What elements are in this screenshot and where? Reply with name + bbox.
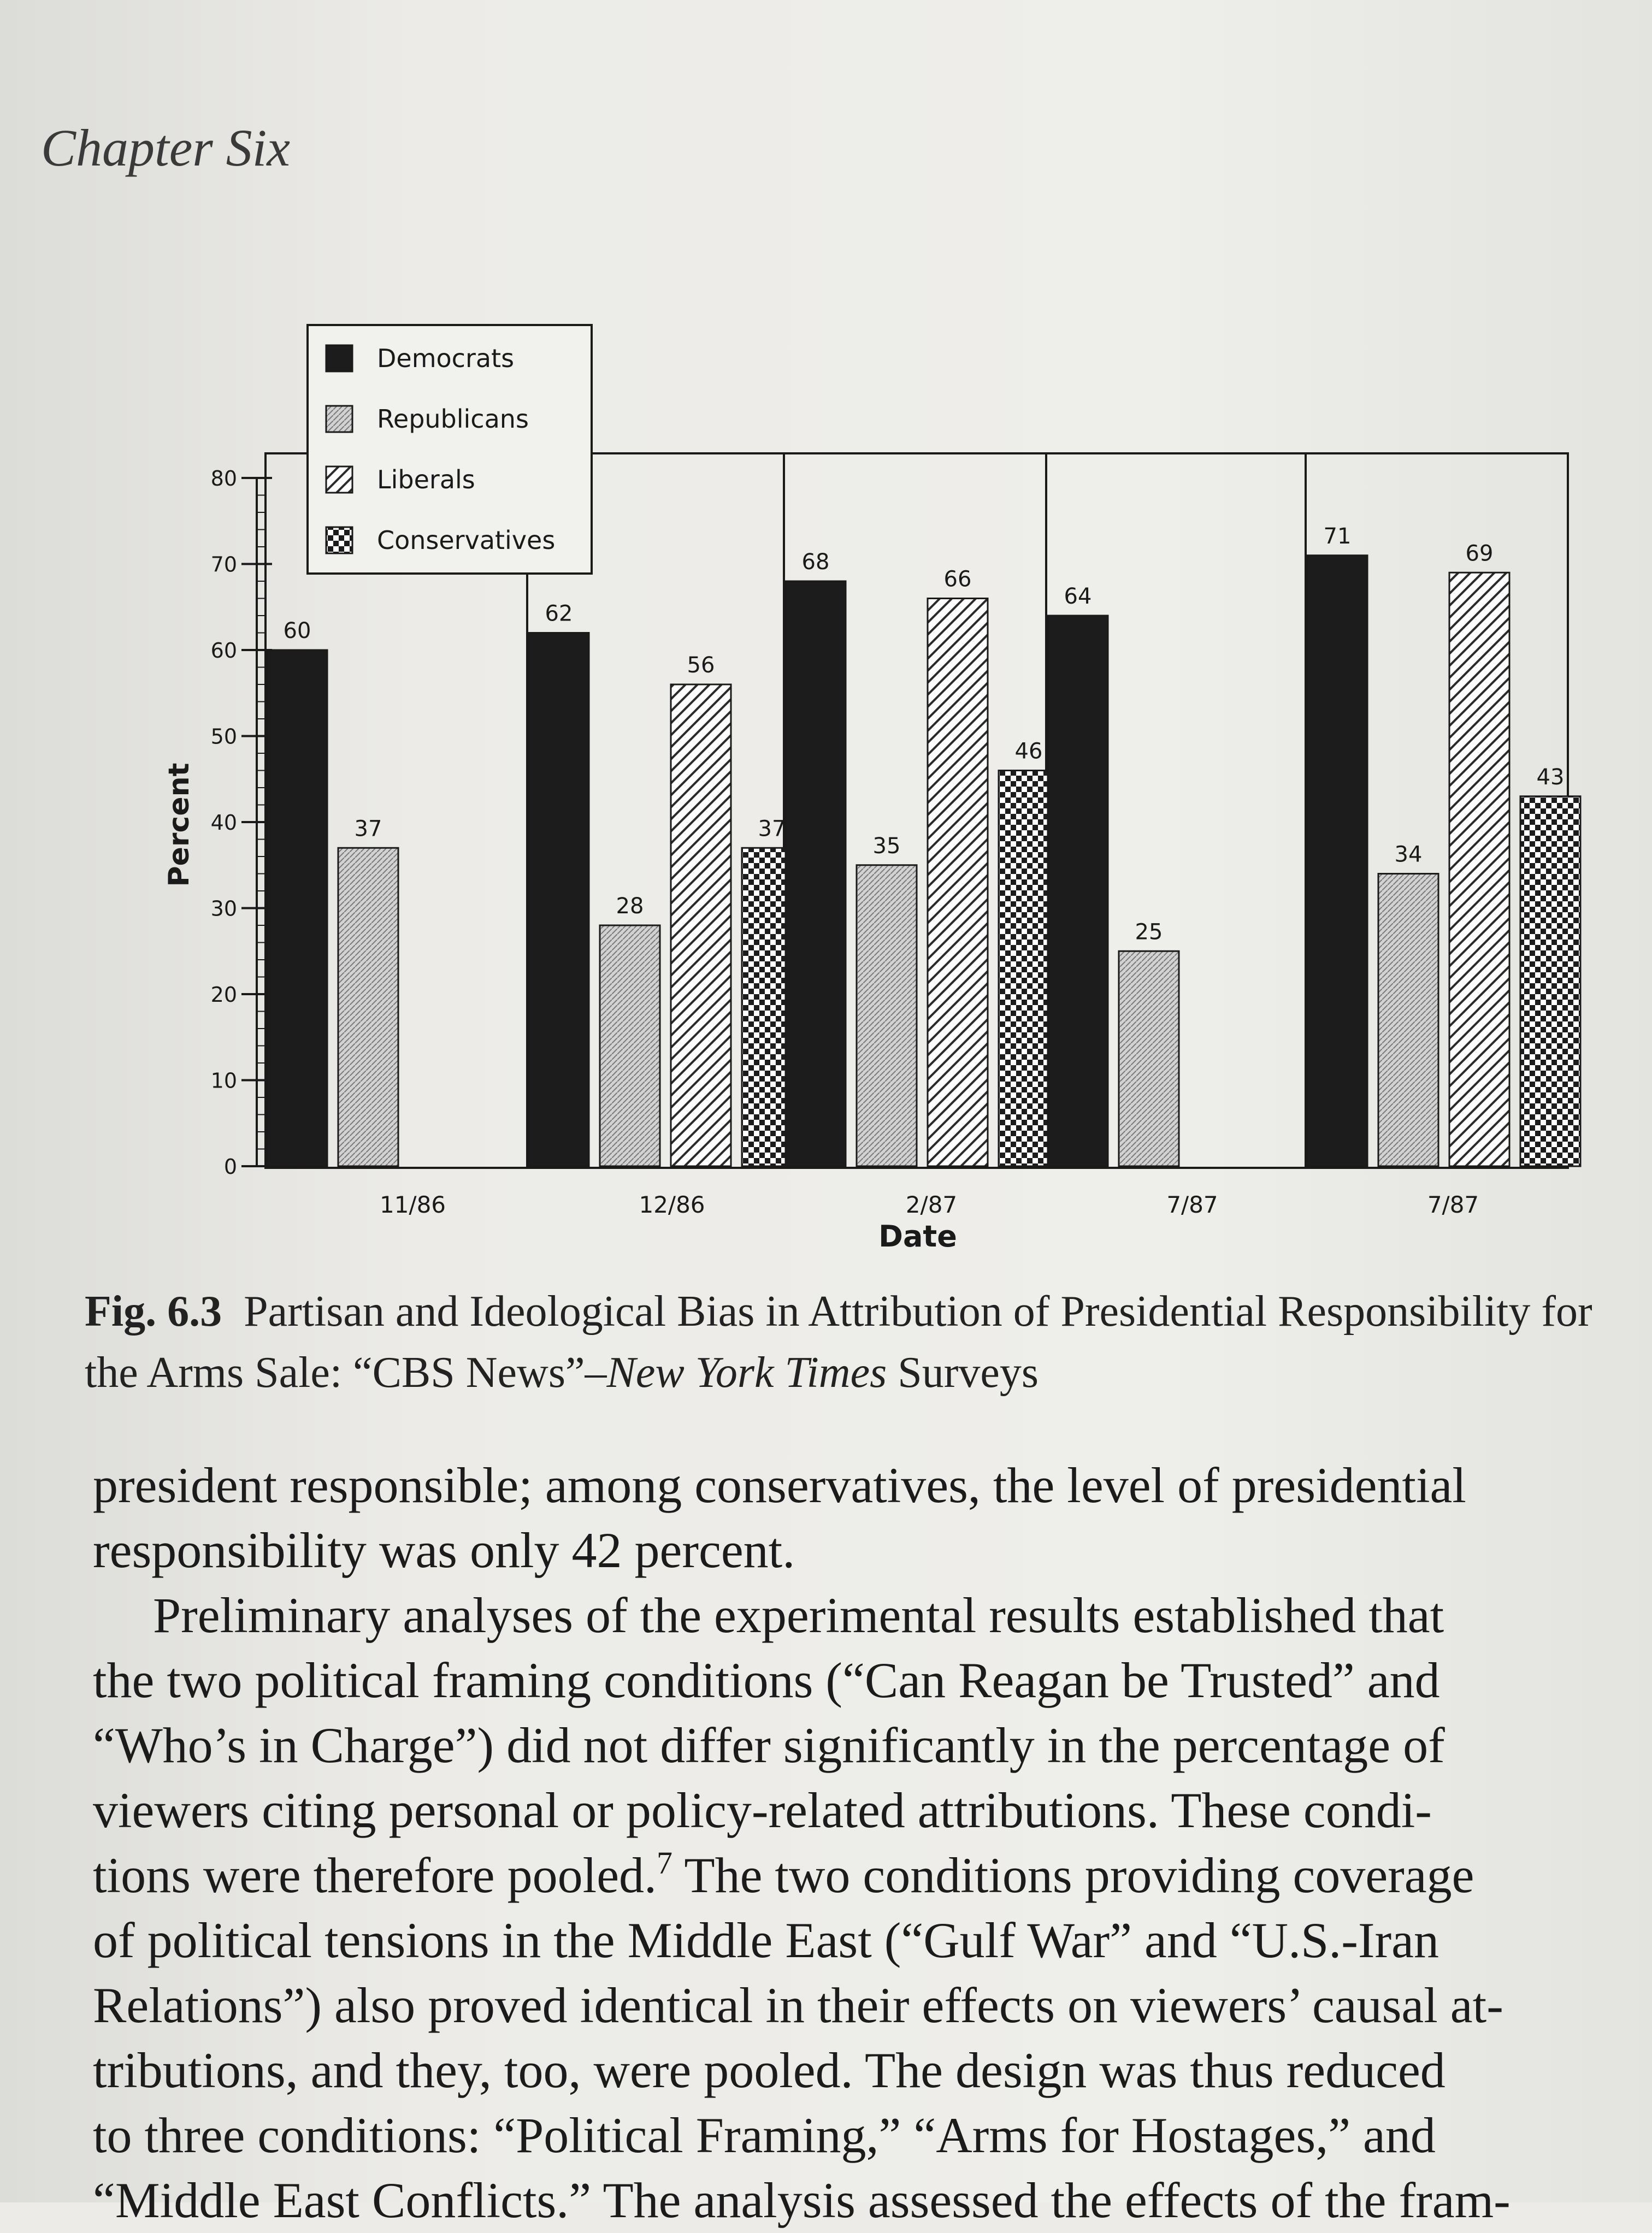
text-line: Relations”) also proved identical in the…	[93, 1977, 1503, 2033]
legend-swatch-conservatives	[325, 526, 353, 554]
footnote-marker: 7	[657, 1845, 673, 1881]
data-label: 69	[1466, 541, 1494, 566]
data-label: 28	[616, 894, 644, 919]
bar-democrats	[1306, 554, 1368, 1167]
text-line: of political tensions in the Middle East…	[93, 1912, 1439, 1968]
caption-italic: New York Times	[606, 1349, 887, 1397]
chapter-header: Chapter Six	[41, 119, 290, 177]
caption-text: Partisan and Ideological Bias in Attribu…	[85, 1287, 1592, 1397]
y-tick-label: 50	[211, 725, 237, 749]
legend-label: Liberals	[377, 465, 475, 494]
caption-text-end: Surveys	[887, 1349, 1039, 1397]
data-label: 35	[873, 834, 901, 859]
data-label: 62	[545, 601, 573, 627]
bar-liberals	[1448, 571, 1511, 1167]
text-line: viewers citing personal or policy-relate…	[93, 1782, 1432, 1838]
data-label: 56	[687, 653, 715, 678]
bar-democrats	[784, 580, 847, 1167]
y-tick-label: 40	[211, 811, 237, 835]
data-label: 25	[1135, 919, 1163, 944]
legend-swatch-democrats	[325, 344, 353, 373]
x-tick-label: 7/87	[1166, 1191, 1218, 1218]
bar-conservatives	[1519, 795, 1582, 1167]
bar-democrats	[266, 649, 328, 1167]
x-tick-label: 7/87	[1427, 1191, 1479, 1218]
x-axis-label: Date	[878, 1219, 957, 1254]
data-label: 34	[1395, 842, 1423, 867]
text-line: responsibility was only 42 percent.	[93, 1522, 795, 1578]
text-line: the two political framing conditions (“C…	[93, 1652, 1440, 1708]
bar-republicans	[1377, 873, 1439, 1167]
y-tick-label: 0	[224, 1155, 237, 1179]
legend-swatch-liberals	[325, 465, 353, 494]
data-label: 43	[1537, 765, 1565, 790]
figure-caption: Fig. 6.3 Partisan and Ideological Bias in…	[85, 1281, 1647, 1403]
data-label: 71	[1324, 524, 1352, 549]
data-label: 46	[1015, 739, 1043, 764]
text-line: tions were therefore pooled.7 The two co…	[93, 1843, 1644, 1908]
text-line: Preliminary analyses of the experimental…	[153, 1587, 1444, 1643]
body-text: president responsible; among conservativ…	[93, 1453, 1644, 2233]
text-segment: tions were therefore pooled.	[93, 1847, 657, 1903]
data-label: 37	[758, 816, 786, 841]
text-segment: The two conditions providing coverage	[672, 1847, 1474, 1903]
x-tick-label: 12/86	[639, 1191, 705, 1218]
y-tick-label: 80	[211, 466, 237, 491]
bar-republicans	[1118, 950, 1180, 1167]
legend-label: Conservatives	[377, 525, 555, 555]
figure-label: Fig. 6.3	[85, 1287, 222, 1336]
text-line: to three conditions: “Political Framing,…	[93, 2107, 1436, 2163]
data-label: 37	[355, 816, 382, 841]
y-axis-label: Percent	[163, 763, 196, 887]
data-label: 68	[802, 550, 830, 575]
text-line: “Who’s in Charge”) did not differ signif…	[93, 1717, 1445, 1773]
bar-republicans	[599, 924, 661, 1167]
y-tick-label: 10	[211, 1069, 237, 1093]
data-label: 60	[284, 618, 311, 643]
legend-label: Democrats	[377, 344, 514, 373]
y-tick-label: 60	[211, 639, 237, 663]
x-tick-label: 11/86	[380, 1191, 446, 1218]
bar-republicans	[337, 847, 399, 1167]
legend-swatch-republicans	[325, 405, 353, 433]
bar-democrats	[1047, 615, 1109, 1167]
data-label: 64	[1064, 584, 1092, 609]
y-tick-label: 30	[211, 897, 237, 921]
x-axis: 11/86 12/86 2/87 7/87 7/87 Date	[380, 1191, 1479, 1254]
text-line: “Middle East Conflicts.” The analysis as…	[93, 2172, 1511, 2228]
bar-liberals	[927, 598, 989, 1167]
bar-republicans	[856, 864, 918, 1167]
legend-label: Republicans	[377, 404, 529, 434]
text-line: tributions, and they, too, were pooled. …	[93, 2042, 1446, 2098]
bars: 60 37 62 28 56 37 68 35 66 46 64 25 71 34 69 43	[266, 524, 1582, 1167]
text-line: president responsible; among conservativ…	[93, 1457, 1466, 1513]
bar-chart: 0 10 20 30 40 50 60 70 80 Percent 60 37 62 28 56 37 68 3…	[163, 324, 1582, 1254]
x-tick-label: 2/87	[906, 1191, 957, 1218]
y-tick-label: 20	[211, 983, 237, 1007]
y-tick-label: 70	[211, 553, 237, 577]
bar-democrats	[528, 632, 590, 1167]
y-axis: 0 10 20 30 40 50 60 70 80 Percent	[163, 466, 272, 1179]
legend-box	[306, 324, 593, 575]
legend: Democrats Republicans Liberals Conservative…	[306, 324, 593, 575]
bar-liberals	[670, 683, 732, 1167]
data-label: 66	[944, 567, 972, 592]
